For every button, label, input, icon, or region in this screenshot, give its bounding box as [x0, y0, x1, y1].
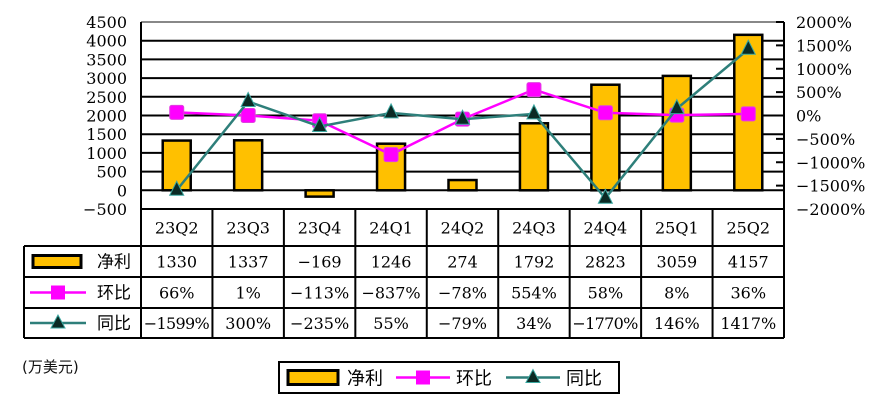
category-label: 24Q3 — [512, 219, 556, 238]
legend-label: 净利 — [347, 369, 383, 390]
series-name: 同比 — [97, 314, 131, 334]
table-cell: 34% — [516, 314, 552, 333]
triangle-marker — [383, 102, 399, 119]
right-axis-tick-label: −1000% — [796, 153, 865, 172]
bar — [518, 122, 550, 192]
table-cell: 1792 — [514, 253, 555, 272]
category-label: 23Q3 — [226, 219, 270, 238]
left-axis-tick-label: 2000 — [86, 107, 127, 126]
table-cell: 146% — [654, 314, 700, 333]
left-axis-tick-label: 4000 — [86, 32, 127, 51]
table-cell: −1770% — [572, 314, 638, 333]
table-cell: −113% — [290, 284, 349, 303]
table-cell: −235% — [290, 314, 349, 333]
table-cell: 8% — [664, 284, 689, 303]
triangle-marker — [525, 368, 541, 383]
category-label: 24Q4 — [584, 219, 628, 238]
triangle-marker — [526, 103, 542, 120]
category-label: 25Q1 — [655, 219, 699, 238]
square-marker — [597, 105, 613, 121]
table-cell: −169 — [298, 253, 342, 272]
left-axis-tick-label: 1000 — [86, 144, 127, 163]
category-label: 23Q2 — [155, 219, 199, 238]
right-axis-tick-label: 1000% — [796, 60, 852, 79]
right-axis-tick-label: −2000% — [796, 200, 865, 219]
bar — [304, 189, 335, 198]
category-label: 24Q1 — [369, 219, 413, 238]
triangle-marker — [240, 91, 256, 107]
table-cell: 1% — [235, 284, 260, 303]
table-cell: 1417% — [720, 314, 776, 333]
table-cell: −78% — [438, 284, 487, 303]
right-axis-tick-label: 1500% — [796, 36, 852, 55]
legend-label: 同比 — [566, 369, 602, 390]
triangle-marker — [50, 313, 66, 329]
table-cell: 58% — [588, 284, 624, 303]
right-axis-tick-label: 2000% — [796, 13, 852, 32]
triangle-marker — [311, 116, 328, 132]
square-marker — [240, 107, 256, 123]
table-cell: −79% — [438, 314, 487, 333]
right-axis-tick-label: 500% — [796, 83, 842, 102]
unit-label: (万美元) — [22, 358, 79, 376]
triangle-marker — [168, 180, 185, 196]
triangle-marker — [669, 98, 685, 115]
table-cell: 274 — [447, 253, 478, 272]
category-label: 24Q2 — [441, 219, 485, 238]
right-axis-tick-label: −500% — [796, 130, 855, 149]
left-axis-tick-label: −500 — [83, 200, 127, 219]
series-name: 净利 — [97, 253, 131, 273]
table-cell: 554% — [511, 284, 557, 303]
left-axis-tick-label: 3500 — [86, 50, 127, 69]
triangle-marker — [454, 109, 471, 125]
data-table: 23Q2 23Q3 23Q4 24Q1 24Q2 24Q3 24Q4 25Q1 25Q2 净利 13… — [23, 208, 785, 339]
right-axis-tick-label: 0% — [796, 107, 821, 126]
triangle-marker — [597, 188, 614, 204]
bar-legend-key — [31, 254, 83, 269]
table-cell: 4157 — [728, 253, 769, 272]
legend-label: 环比 — [456, 369, 492, 390]
table-cell: 1246 — [371, 253, 412, 272]
left-axis-tick-label: 1500 — [86, 125, 127, 144]
table-cell: 66% — [159, 284, 195, 303]
yoy-line-series — [168, 39, 757, 204]
legend: 净利 环比 同比 — [278, 361, 620, 394]
square-marker — [169, 104, 185, 120]
left-axis-tick-label: 4500 — [86, 13, 127, 32]
square-marker — [416, 370, 430, 385]
legend-bar-key — [286, 369, 340, 386]
left-axis-tick-label: 2500 — [86, 88, 127, 107]
right-axis-tick-label: −1500% — [796, 177, 865, 196]
right-axis-labels: 2000% 1500% 1000% 500% 0% −500% −1000% −1500% −2… — [796, 13, 865, 219]
table-cell: 2823 — [585, 253, 626, 272]
square-marker — [383, 147, 399, 163]
bar — [661, 74, 693, 192]
series-name: 环比 — [97, 284, 131, 304]
square-marker — [740, 106, 756, 122]
left-axis-tick-label: 500 — [96, 163, 127, 182]
bar — [232, 139, 264, 192]
triangle-marker — [740, 39, 757, 55]
table-cell: −1599% — [144, 314, 210, 333]
category-label: 23Q4 — [298, 219, 342, 238]
table-cell: 1337 — [228, 253, 269, 272]
table-cell: 36% — [730, 284, 766, 303]
table-cell: 55% — [373, 314, 409, 333]
bar — [447, 178, 478, 192]
bar — [590, 83, 621, 192]
left-axis-tick-label: 0 — [117, 181, 127, 200]
table-cell: 300% — [225, 314, 271, 333]
table-cell: 3059 — [656, 253, 697, 272]
table-cell: 1330 — [156, 253, 197, 272]
square-marker — [51, 285, 65, 300]
category-label: 25Q2 — [726, 219, 770, 238]
square-marker — [526, 82, 542, 98]
table-cell: −837% — [361, 284, 420, 303]
left-axis-tick-label: 3000 — [86, 69, 127, 88]
